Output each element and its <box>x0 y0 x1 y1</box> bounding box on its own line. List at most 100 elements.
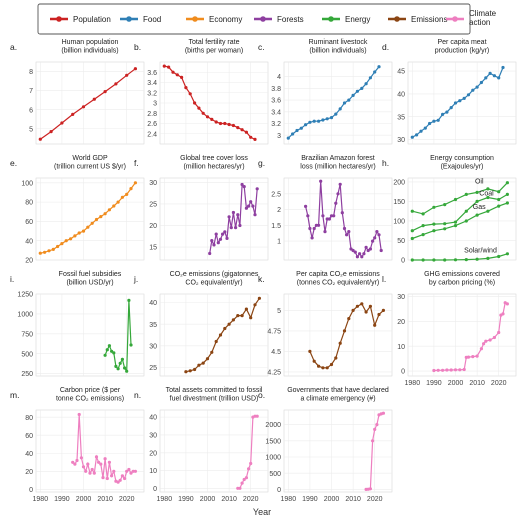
y-tick-label: 1000 <box>265 455 281 462</box>
data-point <box>325 217 329 221</box>
series-line <box>412 193 508 232</box>
y-tick-label: 10 <box>397 344 405 351</box>
panel-letter: f. <box>134 158 139 168</box>
data-point <box>492 74 496 78</box>
y-tick-label: 35 <box>149 322 157 329</box>
series <box>286 65 381 140</box>
data-point <box>449 106 453 110</box>
data-point <box>214 339 218 344</box>
panel-title: CO₂e emissions (gigatonnes CO₂ equivalent… <box>170 271 259 287</box>
x-tick-label: 2000 <box>200 496 216 503</box>
data-point <box>249 200 253 204</box>
data-point <box>240 128 244 132</box>
series <box>410 65 505 139</box>
panel-letter: n. <box>134 390 141 400</box>
data-point <box>377 65 381 69</box>
data-point <box>125 192 129 196</box>
data-point <box>364 82 368 86</box>
x-tick-label: 2020 <box>119 496 135 503</box>
x-tick-label: 2010 <box>221 496 237 503</box>
data-point <box>286 136 290 140</box>
data-point <box>127 467 131 472</box>
series-line <box>433 301 508 372</box>
data-point <box>332 214 336 218</box>
panel-c: 3 3.2 3.4 3.6 3.8 4 c. Ruminant livestock (billi… <box>258 39 393 145</box>
legend-marker <box>328 16 334 22</box>
y-tick-label: 500 <box>269 471 281 478</box>
data-point <box>210 350 214 354</box>
panel-l: 0 10 20 30 1980 1990 2000 2010 2020 l. GHG emissio… <box>382 271 517 387</box>
x-tick-label: 1980 <box>281 496 297 503</box>
data-point <box>497 197 501 202</box>
data-point <box>112 469 116 473</box>
y-tick-label: 4.5 <box>271 349 281 356</box>
data-point <box>410 258 414 262</box>
data-point <box>299 126 303 130</box>
legend-label: Energy <box>345 15 370 24</box>
series-gas: Gas <box>410 201 509 241</box>
data-point <box>410 236 414 241</box>
data-point <box>497 330 501 335</box>
y-tick-label: 2.4 <box>147 131 157 138</box>
data-point <box>351 93 355 97</box>
plot-area <box>283 177 393 261</box>
x-axis-label: Year <box>253 507 271 517</box>
data-point <box>231 318 235 322</box>
data-point <box>90 467 94 472</box>
y-tick-label: 10 <box>149 468 157 475</box>
series <box>364 411 385 491</box>
data-point <box>443 203 447 207</box>
data-point <box>421 212 425 216</box>
legend-label: Economy <box>209 15 242 24</box>
data-point <box>86 462 90 466</box>
data-point <box>375 230 379 234</box>
y-tick-label: 3.2 <box>271 121 281 128</box>
data-point <box>342 226 347 231</box>
x-tick-label: 1990 <box>54 496 70 503</box>
y-tick-label: 0 <box>401 369 405 376</box>
data-point <box>249 135 253 139</box>
data-point <box>162 64 166 68</box>
data-point <box>475 190 479 194</box>
data-point <box>75 458 79 463</box>
data-point <box>464 258 468 262</box>
y-tick-label: 30 <box>149 180 157 187</box>
panel-letter: h. <box>382 158 389 168</box>
data-point <box>377 312 381 317</box>
y-tick-label: 5 <box>277 308 281 315</box>
data-point <box>120 357 124 361</box>
data-point <box>458 99 462 103</box>
y-tick-label: 1 <box>277 239 281 246</box>
data-point <box>364 245 368 249</box>
legend-label: Emissions <box>411 15 447 24</box>
data-point <box>308 349 312 353</box>
data-point <box>253 137 257 141</box>
legend-item: Energy <box>322 15 370 24</box>
data-point <box>373 427 377 431</box>
data-point <box>353 250 357 254</box>
data-point <box>188 92 192 96</box>
panel-i: 250 500 750 1000 1250 i. Fossil fuel subsidies… <box>10 271 145 378</box>
legend-item: Economy <box>186 15 242 24</box>
data-point <box>334 201 338 205</box>
data-point <box>218 121 223 126</box>
data-point <box>112 351 116 355</box>
x-tick-label: 1990 <box>302 496 318 503</box>
y-tick-label: 30 <box>149 433 157 440</box>
data-point <box>231 210 235 215</box>
data-point <box>110 474 114 478</box>
y-tick-label: 80 <box>25 415 33 422</box>
data-point <box>223 326 227 331</box>
data-point <box>466 355 471 359</box>
data-point <box>81 105 86 109</box>
data-point <box>355 89 359 93</box>
y-tick-label: 7 <box>29 88 33 95</box>
data-point <box>329 116 334 120</box>
data-point <box>317 364 321 368</box>
data-point <box>60 121 64 125</box>
plot-area <box>159 293 269 377</box>
data-point <box>486 187 490 191</box>
data-point <box>123 366 127 370</box>
data-point <box>253 213 257 217</box>
